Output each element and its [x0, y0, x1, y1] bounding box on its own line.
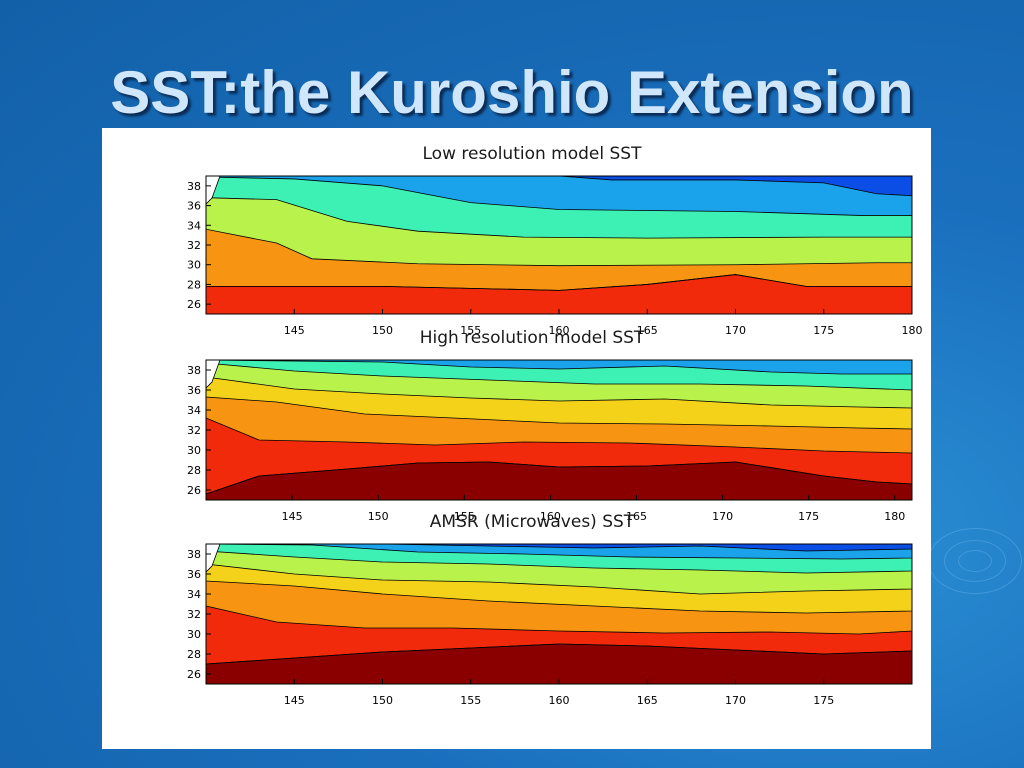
y-tick-label: 26	[187, 668, 201, 681]
y-tick-label: 30	[187, 628, 201, 641]
x-tick-label: 145	[282, 510, 303, 523]
chart-low-res-sst: 26 28 30 32 34 36 38 145 150 155 160 165 170 175 180	[187, 175, 923, 337]
contour-line-high-res	[205, 461, 913, 495]
y-tick-label: 36	[187, 200, 201, 213]
x-tick-label: 160	[540, 510, 561, 523]
y-tick-label: 28	[187, 464, 201, 477]
y-tick-label: 26	[187, 298, 201, 311]
chart-high-res-sst: 26 28 30 32 34 36 38 145 150 155 160 165 170 175 180	[187, 359, 913, 523]
slide-title: SST:the Kuroshio Extension	[110, 59, 914, 126]
y-tick-label: 34	[187, 219, 201, 232]
x-tick-label: 180	[902, 324, 923, 337]
contour-line-low-res	[206, 274, 912, 291]
chart-title-low-res: Low resolution model SST	[422, 144, 642, 164]
x-tick-label: 160	[549, 324, 570, 337]
y-tick-label: 34	[187, 588, 201, 601]
chart-amsr-sst: 26 28 30 32 34 36 38 145 150 155 160 165 170 175	[187, 543, 913, 707]
contour-line-amsr	[205, 643, 913, 665]
y-tick-label: 36	[187, 568, 201, 581]
x-tick-label: 170	[725, 324, 746, 337]
x-tick-label: 180	[884, 510, 905, 523]
y-tick-label: 30	[187, 259, 201, 272]
x-tick-label: 150	[368, 510, 389, 523]
x-tick-label: 150	[372, 324, 393, 337]
x-tick-label: 175	[813, 324, 834, 337]
x-tick-label: 175	[798, 510, 819, 523]
y-tick-label: 38	[187, 364, 201, 377]
x-tick-label: 165	[637, 694, 658, 707]
y-tick-label: 28	[187, 648, 201, 661]
y-tick-label: 34	[187, 404, 201, 417]
y-tick-label: 28	[187, 278, 201, 291]
x-tick-label: 175	[813, 694, 834, 707]
x-tick-label: 170	[712, 510, 733, 523]
y-tick-label: 30	[187, 444, 201, 457]
x-tick-label: 160	[549, 694, 570, 707]
x-tick-label: 155	[460, 324, 481, 337]
y-tick-label: 32	[187, 608, 201, 621]
water-ripple-decoration	[958, 550, 992, 572]
x-tick-label: 150	[372, 694, 393, 707]
x-tick-label: 145	[284, 324, 305, 337]
y-tick-label: 32	[187, 239, 201, 252]
x-tick-label: 155	[454, 510, 475, 523]
y-tick-label: 36	[187, 384, 201, 397]
figure-panel: Low resolution model SST 26 28 30 32 34 36 38 1…	[102, 128, 931, 749]
y-tick-label: 38	[187, 548, 201, 561]
chart-title-high-res: High resolution model SST	[419, 328, 645, 348]
x-tick-label: 170	[725, 694, 746, 707]
y-tick-label: 32	[187, 424, 201, 437]
y-tick-label: 38	[187, 180, 201, 193]
x-tick-label: 145	[284, 694, 305, 707]
chart-title-amsr: AMSR (Microwaves) SST	[429, 512, 635, 532]
x-tick-label: 165	[626, 510, 647, 523]
x-tick-label: 165	[637, 324, 658, 337]
y-tick-label: 26	[187, 484, 201, 497]
x-tick-label: 155	[460, 694, 481, 707]
